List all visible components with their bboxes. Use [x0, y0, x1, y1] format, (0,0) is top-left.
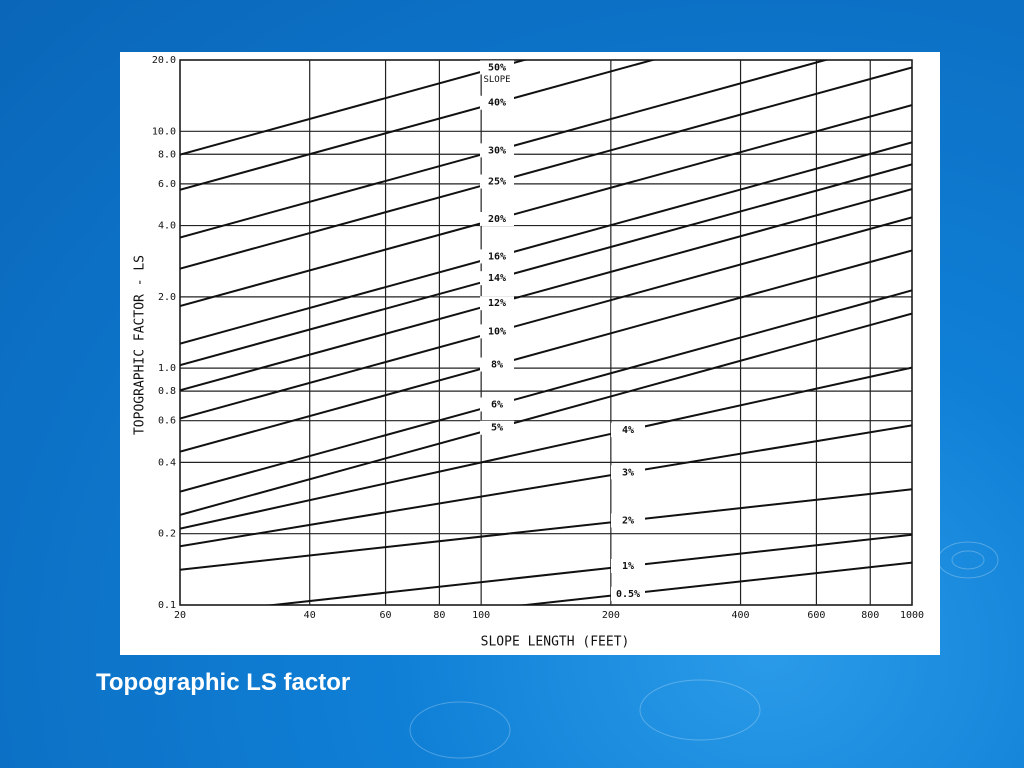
- series-label: 8%: [491, 360, 503, 371]
- series-label: 20%: [488, 214, 506, 225]
- y-tick-label: 20.0: [152, 55, 176, 66]
- annotation: SLOPE: [483, 75, 510, 85]
- series-line: [180, 60, 528, 156]
- x-tick-label: 200: [602, 610, 620, 621]
- label-backdrop: [480, 60, 514, 75]
- series-line: [180, 163, 912, 367]
- label-backdrop: [480, 95, 514, 110]
- label-backdrop: [480, 397, 514, 412]
- label-backdrop: [480, 420, 514, 435]
- label-backdrop: [480, 324, 514, 339]
- x-tick-label: 1000: [900, 610, 924, 621]
- series-label: 12%: [488, 298, 506, 309]
- x-tick-label: 400: [732, 610, 750, 621]
- series-label: 0.5%: [616, 589, 640, 600]
- series-label: 6%: [491, 399, 503, 410]
- series-line: [180, 249, 912, 453]
- series-line: [180, 141, 912, 345]
- y-tick-label: 0.2: [158, 529, 176, 540]
- y-tick-label: 0.8: [158, 386, 176, 397]
- x-tick-label: 20: [174, 610, 186, 621]
- plot: 20 40 60 80 100 200 400 600 800 1000 0.1 0.2 0.4 0.6 0…: [152, 55, 924, 621]
- series-line: [180, 488, 912, 571]
- x-tick-label: 40: [304, 610, 316, 621]
- series-lines: [180, 60, 912, 605]
- label-backdrop: [611, 465, 645, 480]
- label-backdrop: [611, 513, 645, 528]
- caption: Topographic LS factor: [96, 669, 350, 696]
- y-tick-label: 10.0: [152, 126, 176, 137]
- label-backdrop: [480, 271, 514, 286]
- label-backdrop: [611, 423, 645, 438]
- x-axis-title: SLOPE LENGTH (FEET): [481, 635, 630, 650]
- x-tick-label: 80: [433, 610, 445, 621]
- label-backdrop: [480, 143, 514, 158]
- series-line: [180, 312, 912, 516]
- series-label: 3%: [622, 467, 634, 478]
- x-tick-label: 800: [861, 610, 879, 621]
- label-backdrop: [611, 558, 645, 573]
- series-label: 10%: [488, 326, 506, 337]
- y-tick-label: 0.6: [158, 416, 176, 427]
- y-tick-label: 4.0: [158, 221, 176, 232]
- series-label: 1%: [622, 561, 634, 572]
- label-backdrop: [611, 586, 645, 601]
- y-tick-label: 8.0: [158, 149, 176, 160]
- label-backdrop: [480, 357, 514, 372]
- series-line: [180, 60, 657, 191]
- series-label: 16%: [488, 251, 506, 262]
- series-label: 5%: [491, 423, 503, 434]
- x-tick-label: 600: [807, 610, 825, 621]
- y-tick-label: 1.0: [158, 363, 176, 374]
- series-label: 14%: [488, 273, 506, 284]
- label-backdrop: [480, 211, 514, 226]
- ripples: [409, 541, 999, 759]
- series-label: 50%: [488, 62, 506, 73]
- y-tick-label: 0.1: [158, 600, 176, 611]
- y-tick-label: 2.0: [158, 292, 176, 303]
- series-label: 2%: [622, 515, 634, 526]
- series-line: [180, 66, 912, 270]
- label-backdrop: [480, 296, 514, 311]
- y-axis-title: TOPOGRAPHIC FACTOR - LS: [133, 255, 148, 435]
- series-line: [264, 533, 912, 605]
- chart-panel: [120, 52, 940, 655]
- series-line: [516, 561, 912, 605]
- x-tick-label: 100: [472, 610, 490, 621]
- series-line: [180, 104, 912, 307]
- series-label: 40%: [488, 98, 506, 109]
- label-backdrop: [480, 249, 514, 264]
- series-line: [180, 188, 912, 392]
- series-line: [180, 366, 912, 530]
- y-tick-label: 6.0: [158, 179, 176, 190]
- y-tick-label: 0.4: [158, 457, 176, 468]
- label-backdrop: [480, 174, 514, 189]
- series-label: 30%: [488, 145, 506, 156]
- series-line: [180, 60, 830, 239]
- x-tick-label: 60: [380, 610, 392, 621]
- series-line: [180, 289, 912, 493]
- series-label: 4%: [622, 425, 634, 436]
- series-label: 25%: [488, 177, 506, 188]
- series-line: [180, 424, 912, 548]
- series-line: [180, 216, 912, 420]
